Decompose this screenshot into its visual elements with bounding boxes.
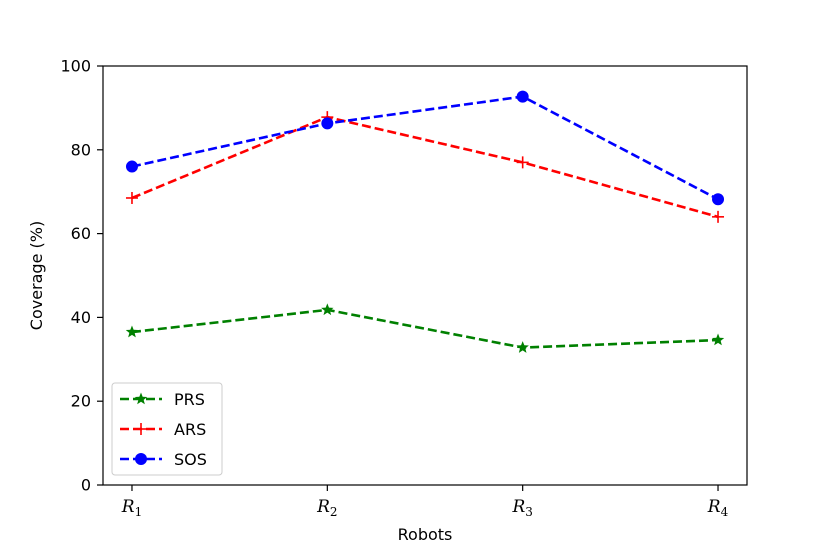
legend-label-prs: PRS [174,390,205,409]
series-prs [125,303,725,353]
legend-item-prs: PRS [120,390,205,409]
data-point-sos [712,193,725,206]
data-point-prs [711,333,725,346]
x-tick-label: R4 [707,497,729,519]
x-axis: R1 R2 R3 R4 [121,485,729,519]
legend-item-ars: ARS [120,420,206,439]
data-point-sos [125,160,138,173]
legend: PRS ARS SOS [111,382,223,476]
legend-marker-sos [135,453,147,465]
legend-box [111,382,223,476]
y-tick-label: 0 [81,476,91,495]
series-line-prs [131,308,719,349]
data-point-prs [125,325,139,338]
data-point-sos [516,90,529,103]
y-tick-label: 100 [60,57,91,76]
x-tick-label: R3 [511,497,532,519]
data-point-ars [516,156,529,169]
x-tick-label: R1 [121,497,142,519]
data-point-ars [712,210,725,223]
data-point-prs [321,303,334,316]
series-layer [125,90,725,353]
data-point-sos [321,117,334,130]
series-ars [125,111,725,223]
series-sos [125,90,725,206]
y-axis-label: Coverage (%) [27,221,46,330]
data-point-prs [516,341,529,353]
legend-label-sos: SOS [174,450,207,469]
legend-item-sos: SOS [120,450,207,469]
data-point-ars [125,191,138,204]
legend-label-ars: ARS [174,420,206,439]
y-tick-label: 20 [71,392,91,411]
y-tick-label: 80 [71,140,91,159]
y-tick-label: 60 [71,224,91,243]
y-tick-label: 40 [71,308,91,327]
legend-marker-ars [135,423,147,435]
x-tick-label: R2 [316,497,337,519]
series-line-ars [131,115,719,219]
x-axis-label: Robots [398,525,453,544]
y-axis: 0 20 40 60 80 100 [60,57,103,495]
series-line-sos [131,95,719,201]
plot-frame [102,65,748,486]
legend-marker-prs [134,392,148,405]
